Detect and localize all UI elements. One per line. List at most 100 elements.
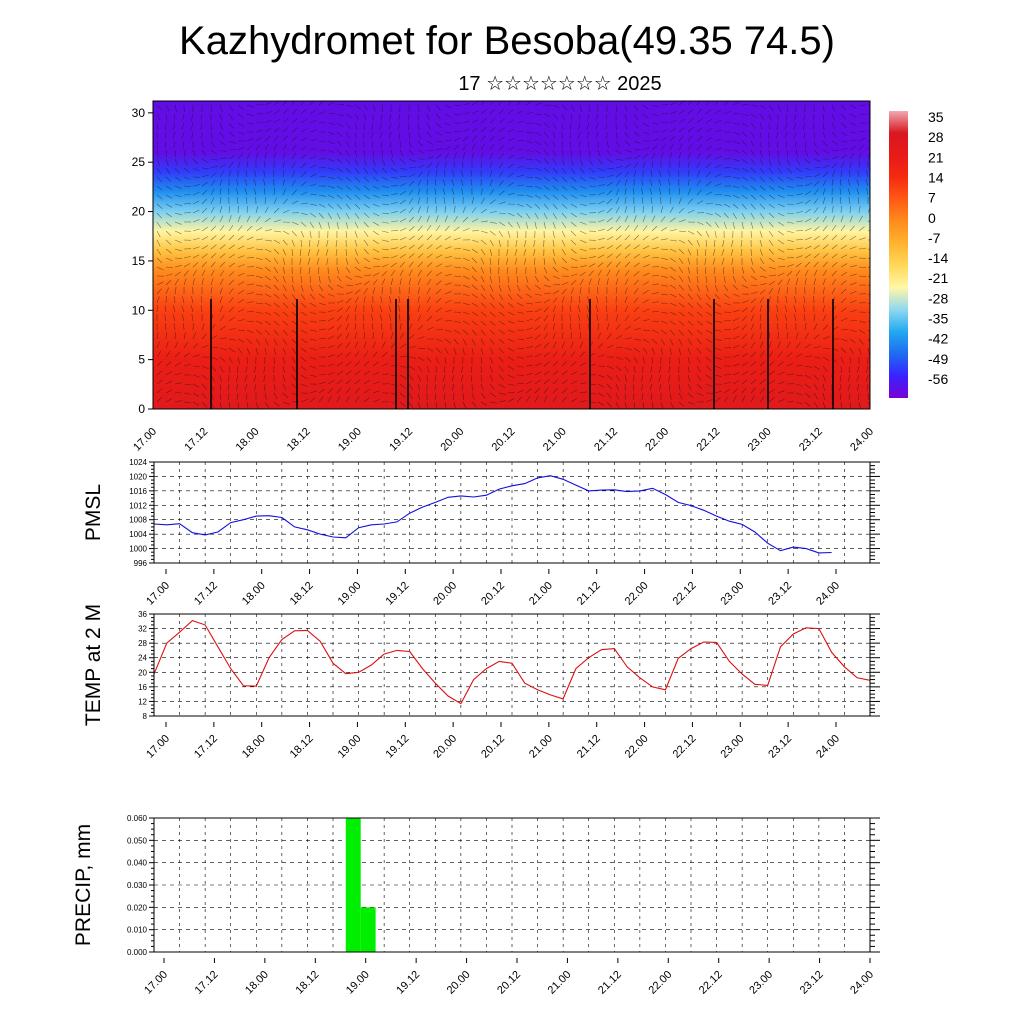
wind-barb [741, 122, 749, 127]
wind-barb [650, 392, 653, 400]
wind-barb [264, 229, 272, 232]
wind-barb [552, 257, 557, 265]
x-tick-label: 23.00 [718, 580, 746, 608]
wind-barb [165, 212, 172, 218]
wind-barb [534, 203, 541, 210]
wind-barb [813, 356, 821, 359]
wind-barb [813, 198, 819, 205]
wind-barb [516, 302, 524, 307]
wind-barb [273, 338, 278, 346]
wind-barb [759, 158, 764, 166]
wind-barb [794, 296, 797, 304]
wind-barb [813, 207, 819, 214]
wind-barb [354, 203, 361, 210]
wind-barb [669, 401, 675, 409]
wind-barb [282, 374, 286, 382]
wind-barb [723, 275, 726, 283]
wind-barb [363, 176, 370, 183]
wind-barb [759, 351, 765, 358]
wind-barb [363, 341, 367, 349]
wind-barb [327, 113, 336, 115]
wind-barb [714, 221, 720, 229]
wind-barb [732, 158, 740, 162]
wind-barb [732, 185, 740, 189]
wind-barb [263, 179, 266, 187]
wind-barb [651, 122, 659, 125]
wind-barb [363, 370, 370, 376]
wind-barb [309, 221, 314, 229]
wind-barb [687, 275, 691, 283]
wind-barb [480, 118, 487, 124]
wind-barb [156, 167, 162, 174]
wind-barb [696, 311, 703, 317]
wind-barb [543, 257, 546, 265]
wind-barb [174, 176, 182, 182]
wind-barb [776, 305, 779, 313]
wind-barb [345, 379, 352, 385]
wind-barb [786, 352, 793, 358]
wind-barb [642, 329, 650, 331]
wind-barb [586, 314, 590, 322]
wind-barb [849, 273, 857, 277]
wind-barb [245, 197, 248, 205]
wind-barb [426, 262, 433, 268]
wind-barb [606, 278, 609, 286]
wind-barb [723, 293, 730, 299]
wind-barb [777, 248, 785, 253]
wind-barb [399, 355, 407, 358]
wind-barb [417, 253, 424, 259]
wind-barb [759, 323, 762, 331]
wind-barb [723, 396, 729, 403]
colorbar-label: -28 [928, 290, 948, 306]
wind-barb [254, 365, 257, 373]
wind-barb [786, 230, 794, 234]
wind-barb [336, 315, 343, 322]
wind-barb [867, 130, 870, 133]
wind-barb [318, 293, 325, 299]
wind-barb [615, 225, 622, 232]
wind-barb [291, 239, 295, 247]
wind-barb [408, 198, 414, 205]
wind-barb [327, 122, 335, 125]
wind-barb [174, 278, 179, 286]
wind-barb [840, 154, 847, 160]
wind-barb [246, 138, 254, 142]
wind-barb [273, 188, 276, 196]
wind-barb [219, 170, 224, 178]
wind-barb [210, 365, 217, 372]
wind-barb [624, 401, 627, 409]
wind-barb [867, 152, 870, 160]
wind-barb [273, 392, 278, 400]
wind-barb [345, 203, 351, 210]
wind-barb [858, 266, 866, 269]
wind-barb [309, 156, 317, 160]
y-tick-label: 0 [138, 402, 145, 416]
wind-barb [804, 374, 812, 379]
wind-barb [606, 261, 612, 268]
wind-barb [867, 206, 870, 214]
wind-barb [228, 149, 237, 151]
wind-barb [840, 317, 848, 322]
wind-barb [750, 332, 755, 340]
wind-barb [822, 347, 830, 349]
wind-barb [839, 374, 842, 382]
wind-barb [282, 101, 287, 106]
wind-barb [453, 226, 460, 232]
wind-barb [228, 122, 234, 129]
wind-barb [687, 109, 694, 115]
wind-barb [597, 237, 605, 241]
wind-barb [561, 396, 568, 403]
wind-barb [210, 253, 217, 259]
wind-barb [660, 227, 668, 232]
wind-barb [687, 257, 691, 265]
wind-barb [273, 239, 281, 244]
wind-barb [300, 284, 304, 292]
wind-barb [822, 296, 825, 304]
wind-barb [722, 239, 725, 247]
wind-barb [633, 170, 637, 178]
wind-barb [659, 170, 662, 178]
wind-barb [813, 345, 821, 349]
wind-barb [453, 137, 461, 142]
wind-barb [408, 365, 416, 371]
wind-barb [633, 347, 640, 353]
